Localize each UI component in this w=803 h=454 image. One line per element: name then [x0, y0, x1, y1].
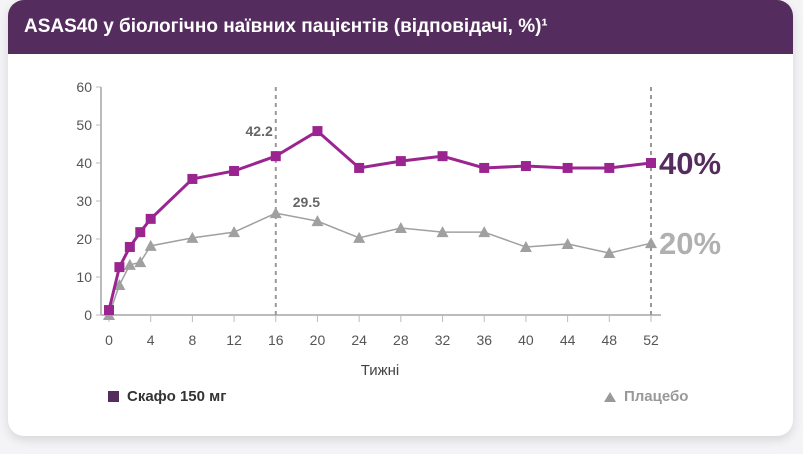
data-point-square: [437, 151, 448, 162]
data-point-triangle: [311, 215, 324, 227]
data-point-triangle: [603, 247, 616, 259]
data-point-triangle: [353, 231, 366, 243]
y-tick-label: 20: [76, 231, 92, 247]
y-tick-label: 0: [84, 307, 92, 323]
x-tick-label: 48: [602, 332, 618, 348]
data-point-triangle: [519, 240, 532, 252]
data-point-square: [114, 262, 125, 273]
series-line: [107, 129, 652, 311]
data-point-square: [270, 151, 281, 162]
x-tick-label: 24: [351, 332, 367, 348]
data-point-triangle: [478, 226, 491, 238]
data-point-triangle: [269, 207, 282, 219]
data-point-triangle: [186, 231, 199, 243]
y-tick-label: 50: [76, 117, 92, 133]
y-tick-label: 30: [76, 193, 92, 209]
x-tick-label: 0: [105, 332, 113, 348]
x-tick-label: 40: [518, 332, 534, 348]
x-tick-label: 36: [476, 332, 492, 348]
data-point-square: [124, 241, 135, 252]
data-point-square: [646, 158, 656, 168]
end-label: 20%: [659, 226, 721, 261]
data-point-triangle: [436, 226, 449, 238]
data-label: 29.5: [293, 194, 320, 210]
triangle-marker-icon: [604, 391, 616, 402]
x-tick-label: 8: [188, 332, 196, 348]
data-point-square: [520, 161, 531, 172]
data-point-triangle: [228, 226, 241, 238]
y-tick-label: 40: [76, 155, 92, 171]
data-point-triangle: [144, 239, 157, 251]
data-point-square: [354, 162, 365, 173]
x-tick-label: 28: [393, 332, 409, 348]
data-point-square: [229, 165, 240, 176]
x-tick-label: 12: [226, 332, 242, 348]
series-line: [108, 212, 652, 316]
x-tick-label: 44: [560, 332, 576, 348]
data-point-triangle: [561, 237, 574, 249]
data-point-square: [187, 173, 198, 184]
end-label: 40%: [659, 146, 721, 181]
data-point-square: [479, 162, 490, 173]
chart-title: ASAS40 у біологічно наївних пацієнтів (в…: [8, 0, 793, 54]
x-tick-label: 16: [268, 332, 284, 348]
data-point-triangle: [394, 221, 407, 233]
data-point-square: [395, 156, 406, 167]
data-point-square: [562, 162, 573, 173]
data-point-triangle: [134, 256, 147, 268]
data-point-square: [135, 227, 146, 238]
legend-label: Плацебо: [624, 388, 689, 405]
y-tick-label: 60: [76, 79, 92, 95]
legend-label: Скафо 150 мг: [127, 388, 227, 405]
x-axis-label: Тижні: [361, 362, 400, 379]
data-point-square: [604, 162, 615, 173]
x-tick-label: 20: [310, 332, 326, 348]
x-tick-label: 52: [643, 332, 659, 348]
data-point-square: [312, 126, 323, 137]
data-point-triangle: [123, 258, 136, 270]
data-point-square: [145, 213, 156, 224]
x-tick-label: 4: [147, 332, 155, 348]
x-tick-label: 32: [435, 332, 451, 348]
chart-card: ASAS40 у біологічно наївних пацієнтів (в…: [8, 0, 793, 436]
legend-scafo: Скафо 150 мг: [108, 388, 226, 405]
data-point-triangle: [113, 278, 126, 290]
y-tick-label: 10: [76, 269, 92, 285]
data-point-triangle: [645, 237, 657, 249]
data-point-square: [104, 305, 114, 316]
data-label: 42.2: [246, 123, 273, 139]
square-marker-icon: [108, 391, 119, 402]
legend-placebo: Плацебо: [604, 388, 688, 405]
